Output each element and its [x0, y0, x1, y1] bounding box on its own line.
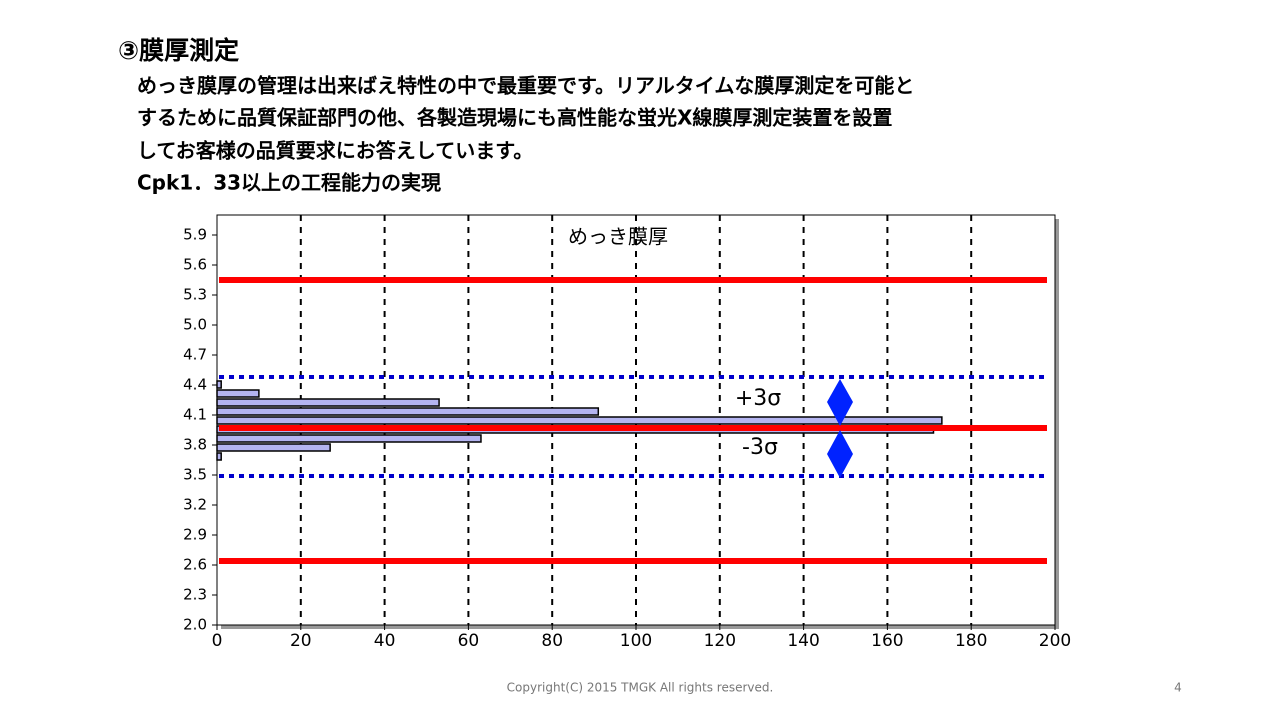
x-tick-label: 180	[955, 631, 987, 651]
histogram-bar	[216, 389, 260, 398]
plot: 0 20 40 60 80 100 120 140 160 180 200 2.0 2.3 2.6 2.9 3…	[183, 215, 1071, 651]
body-line: Cpk1．33以上の工程能力の実現	[137, 171, 441, 195]
y-tick-label: 4.4	[183, 376, 207, 394]
x-tick-label: 60	[458, 631, 480, 651]
histogram-bar	[216, 452, 222, 461]
y-tick-label: 4.1	[183, 406, 207, 424]
x-tick-label: 0	[212, 631, 223, 651]
chart-title: めっき膜厚	[568, 225, 668, 249]
y-tick-label: 5.0	[183, 316, 207, 334]
y-tick-label: 5.3	[183, 286, 207, 304]
histogram-bar	[216, 398, 440, 407]
x-tick-label: 40	[374, 631, 396, 651]
x-tick-label: 140	[787, 631, 819, 651]
copyright: Copyright(C) 2015 TMGK All rights reserv…	[507, 681, 774, 695]
y-tick-label: 5.9	[183, 226, 207, 244]
y-tick-label: 2.9	[183, 526, 207, 544]
y-tick-label: 4.7	[183, 346, 207, 364]
y-tick-label: 5.6	[183, 256, 207, 274]
body-line: めっき膜厚の管理は出来ばえ特性の中で最重要です。リアルタイムな膜厚測定を可能と	[137, 74, 914, 98]
x-tick-label: 120	[704, 631, 736, 651]
y-tick-label: 2.6	[183, 556, 207, 574]
sigma-arrow	[827, 430, 853, 478]
y-tick-label: 3.8	[183, 436, 207, 454]
x-tick-label: 160	[871, 631, 903, 651]
histogram-bar	[216, 407, 600, 416]
x-tick-label: 200	[1039, 631, 1071, 651]
annotation: +3σ	[735, 386, 781, 411]
y-tick-label: 2.0	[183, 616, 207, 634]
body-line: してお客様の品質要求にお答えしています。	[137, 139, 533, 163]
annotation: -3σ	[742, 435, 778, 460]
sigma-arrow	[827, 379, 853, 426]
x-tick-label: 100	[620, 631, 652, 651]
body-line: するために品質保証部門の他、各製造現場にも高性能な蛍光X線膜厚測定装置を設置	[137, 106, 892, 130]
histogram-bar	[216, 443, 331, 452]
y-tick-label: 3.2	[183, 496, 207, 514]
x-tick-label: 20	[290, 631, 312, 651]
histogram-bar	[216, 380, 222, 389]
histogram-bar	[216, 434, 482, 443]
x-tick-label: 80	[541, 631, 563, 651]
y-tick-label: 2.3	[183, 586, 207, 604]
y-tick-label: 3.5	[183, 466, 207, 484]
page-number: 4	[1174, 681, 1182, 695]
histogram-bar	[216, 416, 943, 425]
slide-title: ③膜厚測定	[118, 36, 239, 65]
